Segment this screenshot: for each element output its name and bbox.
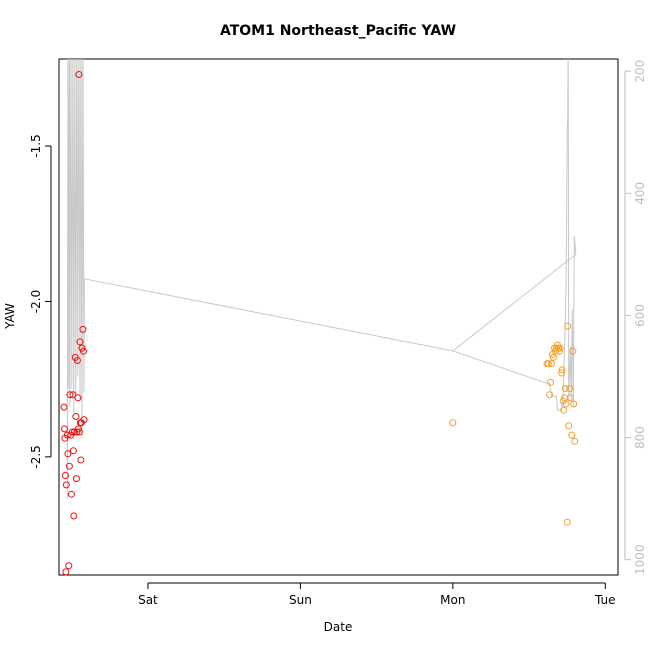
- data-point-s1-16: [69, 447, 77, 455]
- data-point-s1-33: [79, 325, 87, 333]
- plot-frame: [58, 58, 619, 576]
- x-tick-label-1: Sat: [138, 593, 158, 607]
- data-point-s1-10: [65, 462, 73, 470]
- data-point-s1-21: [72, 475, 80, 483]
- data-point-s2-15: [556, 344, 564, 352]
- data-point-s2-6: [548, 360, 555, 368]
- data-point-s1-24: [74, 394, 82, 402]
- y2-tick-label-2: 400: [633, 182, 647, 205]
- data-point-s1-30: [77, 456, 85, 464]
- data-point-s1-4: [61, 472, 69, 479]
- depth-line-layer: [66, 59, 577, 499]
- data-point-s1-7: [63, 431, 71, 439]
- data-point-s2-26: [566, 385, 574, 392]
- data-point-s2-23: [563, 518, 571, 526]
- data-point-s2-29: [569, 347, 577, 355]
- y2-tick-label-1: 200: [633, 60, 647, 83]
- data-point-s1-1: [60, 403, 68, 411]
- data-point-s2-19: [560, 406, 568, 414]
- y2-tick-label-4: 800: [633, 426, 647, 449]
- data-point-s2-24: [564, 322, 572, 330]
- data-point-s1-27: [75, 428, 83, 436]
- data-point-s2-31: [571, 437, 579, 445]
- data-point-s1-17: [70, 512, 78, 520]
- data-point-s1-14: [68, 428, 76, 436]
- data-point-s1-2: [61, 425, 68, 433]
- data-point-s1-9: [65, 562, 73, 570]
- data-point-s1-28: [76, 338, 84, 346]
- y2-tick-label-3: 600: [633, 304, 647, 327]
- y-tick-label-2: -2.0: [29, 290, 43, 313]
- depth-series-line: [66, 59, 577, 499]
- y-axis-label: YAW: [3, 303, 17, 330]
- x-tick-label-3: Mon: [440, 593, 465, 607]
- data-point-s2-25: [565, 422, 573, 430]
- data-point-s1-13: [67, 490, 75, 498]
- data-point-s1-6: [62, 481, 70, 489]
- y-tick-label-1: -1.5: [29, 134, 43, 157]
- data-point-s1-11: [66, 391, 74, 399]
- axes-layer: Sat Sun Mon Tue -1.5 -2.0 -2.5 200 400 600 800 1000: [29, 60, 647, 607]
- data-point-s1-8: [64, 450, 72, 458]
- data-points-layer: [60, 71, 579, 576]
- data-point-s2-30: [570, 400, 578, 408]
- y-tick-label-3: -2.5: [29, 445, 43, 468]
- data-point-s2-4: [546, 391, 553, 399]
- x-tick-label-4: Tue: [594, 593, 616, 607]
- data-point-s2-8: [550, 353, 557, 361]
- data-point-s2-1: [449, 419, 457, 427]
- data-point-s1-25: [74, 425, 82, 433]
- data-point-s1-20: [72, 413, 80, 420]
- data-point-s1-15: [69, 391, 77, 399]
- data-point-s2-3: [544, 360, 552, 368]
- data-point-s2-22: [562, 400, 570, 408]
- data-point-s2-21: [561, 385, 569, 392]
- data-point-s1-26: [75, 71, 83, 78]
- data-point-s1-23: [73, 357, 81, 364]
- data-point-s1-35: [80, 416, 88, 424]
- y2-tick-label-5: 1000: [633, 544, 647, 575]
- data-point-s2-16: [558, 369, 566, 377]
- data-point-s2-28: [568, 431, 576, 439]
- data-point-s1-5: [62, 568, 70, 576]
- data-point-s2-14: [556, 347, 564, 355]
- data-point-s2-5: [547, 378, 554, 386]
- x-tick-label-2: Sun: [289, 593, 312, 607]
- data-point-s1-34: [80, 347, 87, 355]
- data-point-s2-27: [566, 394, 574, 402]
- chart-title: ATOM1 Northeast_Pacific YAW: [220, 23, 456, 39]
- x-axis-label: Date: [324, 620, 353, 634]
- data-point-s2-17: [558, 366, 566, 374]
